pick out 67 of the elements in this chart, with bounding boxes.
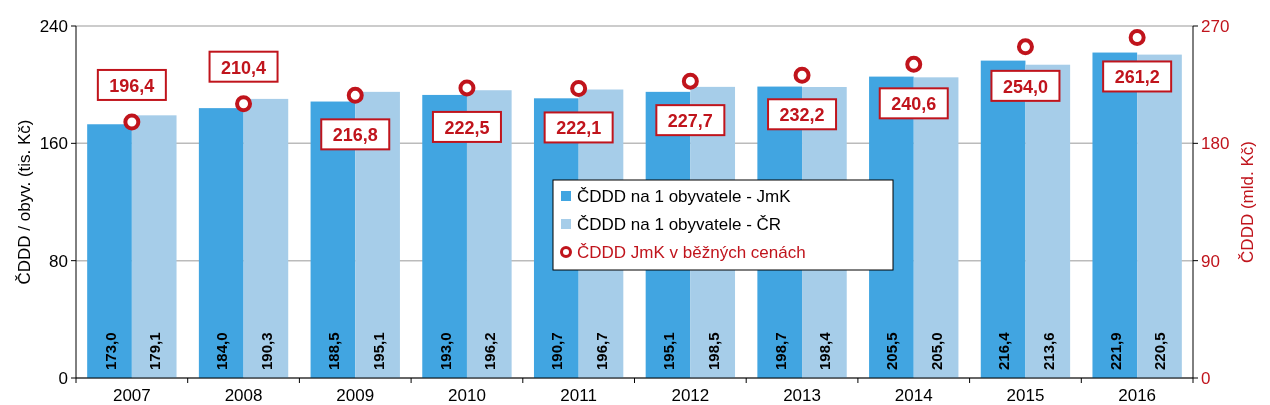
data-label: 216,4 — [995, 331, 1013, 370]
data-label: 173,0 — [101, 332, 119, 370]
y-tick-label: 80 — [49, 251, 68, 271]
point — [681, 72, 699, 90]
y-axis-title: ČDDD / obyv. (tis. Kč) — [15, 119, 34, 285]
y-tick-label: 0 — [58, 369, 68, 388]
y2-tick-label: 180 — [1201, 134, 1230, 154]
data-label: 213,6 — [1039, 332, 1057, 370]
data-label: 196,7 — [592, 332, 610, 370]
point — [235, 95, 253, 113]
legend-label: ČDDD na 1 obyvatele - JmK — [577, 187, 792, 206]
point — [1128, 28, 1146, 46]
x-tick-label: 2016 — [1118, 386, 1157, 405]
data-label: 261,2 — [1114, 67, 1160, 88]
legend-label: ČDDD JmK v běžných cenách — [577, 243, 806, 262]
legend-label: ČDDD na 1 obyvatele - ČR — [577, 215, 782, 234]
point — [1016, 38, 1034, 56]
y2-axis-title: ČDDD (mld. Kč) — [1238, 141, 1257, 263]
point — [905, 55, 923, 73]
x-tick-label: 2014 — [894, 386, 933, 405]
y2-tick-label: 270 — [1201, 17, 1230, 36]
y-tick-label: 240 — [39, 17, 68, 36]
point — [570, 79, 588, 97]
data-label: 205,5 — [883, 332, 901, 370]
point — [346, 86, 364, 104]
y2-tick-label: 0 — [1201, 369, 1211, 388]
data-label: 198,5 — [704, 332, 722, 370]
bar — [243, 98, 289, 378]
data-label: 188,5 — [324, 332, 342, 370]
data-label: 190,7 — [548, 332, 566, 370]
data-label: 190,3 — [257, 332, 275, 370]
data-label: 216,8 — [332, 125, 378, 146]
data-label: 184,0 — [213, 332, 231, 370]
data-label: 222,1 — [556, 118, 602, 139]
bar — [198, 108, 244, 378]
bar — [131, 115, 177, 378]
data-label: 179,1 — [146, 332, 164, 370]
data-label: 240,6 — [891, 94, 937, 115]
point — [793, 66, 811, 84]
data-label: 198,4 — [816, 331, 834, 370]
x-tick-label: 2007 — [112, 386, 151, 405]
data-label: 196,4 — [109, 75, 155, 96]
data-label: 232,2 — [779, 105, 825, 126]
data-label: 193,0 — [436, 332, 454, 370]
y2-tick-label: 90 — [1201, 251, 1220, 271]
point — [123, 113, 141, 131]
point — [458, 79, 476, 97]
data-label: 220,5 — [1151, 332, 1169, 370]
bar — [87, 124, 132, 378]
data-label: 205,0 — [928, 332, 946, 370]
x-tick-label: 2010 — [448, 386, 486, 405]
x-tick-label: 2008 — [224, 386, 263, 405]
x-tick-label: 2012 — [671, 386, 710, 405]
x-tick-label: 2015 — [1006, 386, 1045, 405]
data-label: 195,1 — [369, 332, 387, 370]
data-label: 210,4 — [221, 57, 267, 78]
data-label: 254,0 — [1002, 76, 1048, 97]
data-label: 198,7 — [771, 332, 789, 370]
data-label: 222,5 — [444, 117, 490, 138]
x-tick-label: 2013 — [783, 386, 821, 405]
data-label: 196,2 — [481, 332, 499, 370]
data-label: 227,7 — [667, 111, 713, 132]
x-tick-label: 2011 — [560, 386, 597, 405]
y-tick-label: 160 — [39, 134, 68, 154]
x-tick-label: 2009 — [336, 386, 375, 405]
data-label: 221,9 — [1106, 332, 1124, 370]
data-label: 195,1 — [660, 332, 678, 370]
